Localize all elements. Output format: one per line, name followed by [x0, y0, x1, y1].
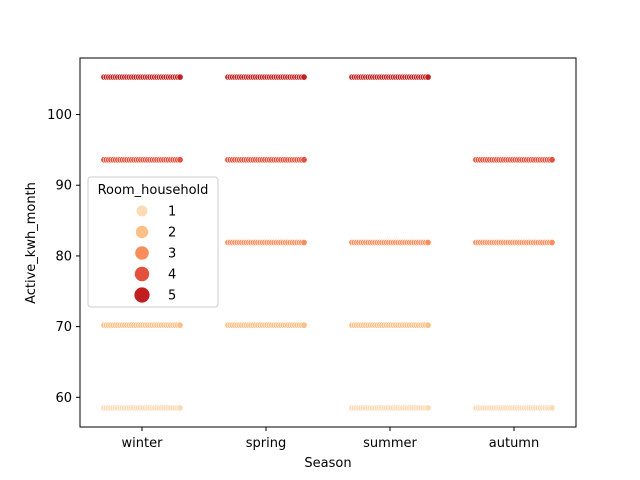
data-point-room-1-winter — [176, 404, 184, 412]
data-point-room-2-summer — [424, 321, 432, 329]
data-point-room-4-winter — [176, 156, 184, 164]
legend-label-5: 5 — [168, 289, 176, 304]
data-point-room-3-spring — [300, 239, 308, 247]
y-tick-label-100: 100 — [47, 108, 72, 123]
legend-label-1: 1 — [168, 205, 176, 220]
data-point-room-4-spring — [300, 156, 308, 164]
x-tick-label-autumn: autumn — [489, 436, 539, 451]
data-point-room-4-autumn — [548, 156, 556, 164]
data-point-room-2-spring — [300, 321, 308, 329]
data-point-room-2-winter — [176, 321, 184, 329]
data-point-room-5-summer — [424, 73, 432, 81]
legend-marker-2 — [135, 225, 149, 239]
data-point-room-1-summer — [424, 404, 432, 412]
legend-marker-1 — [136, 205, 148, 217]
points-layer — [100, 73, 556, 412]
y-axis: 60 70 80 90 100 — [47, 108, 80, 406]
x-axis: winter spring summer autumn — [122, 427, 539, 451]
data-point-room-3-autumn — [548, 239, 556, 247]
y-tick-label-80: 80 — [55, 249, 72, 264]
legend: Room_household 1 2 3 4 5 — [87, 176, 219, 308]
y-tick-label-90: 90 — [55, 179, 72, 194]
data-point-room-1-autumn — [548, 404, 556, 412]
y-tick-label-60: 60 — [55, 391, 72, 406]
legend-marker-3 — [135, 246, 149, 260]
plot-frame — [79, 57, 577, 428]
legend-label-3: 3 — [168, 247, 176, 262]
legend-marker-5 — [134, 287, 150, 303]
data-point-room-5-spring — [300, 73, 308, 81]
data-point-room-5-winter — [176, 73, 184, 81]
legend-label-2: 2 — [168, 226, 176, 241]
x-tick-label-winter: winter — [122, 436, 164, 451]
x-tick-label-spring: spring — [246, 436, 286, 451]
data-point-room-3-summer — [424, 239, 432, 247]
legend-marker-4 — [134, 266, 150, 282]
x-tick-label-summer: summer — [363, 436, 417, 451]
legend-label-4: 4 — [168, 268, 176, 283]
y-tick-label-70: 70 — [55, 320, 72, 335]
legend-box — [87, 176, 219, 308]
y-axis-title: Active_kwh_month — [24, 182, 39, 304]
x-axis-title: Season — [304, 456, 351, 471]
legend-title: Room_household — [98, 183, 209, 198]
